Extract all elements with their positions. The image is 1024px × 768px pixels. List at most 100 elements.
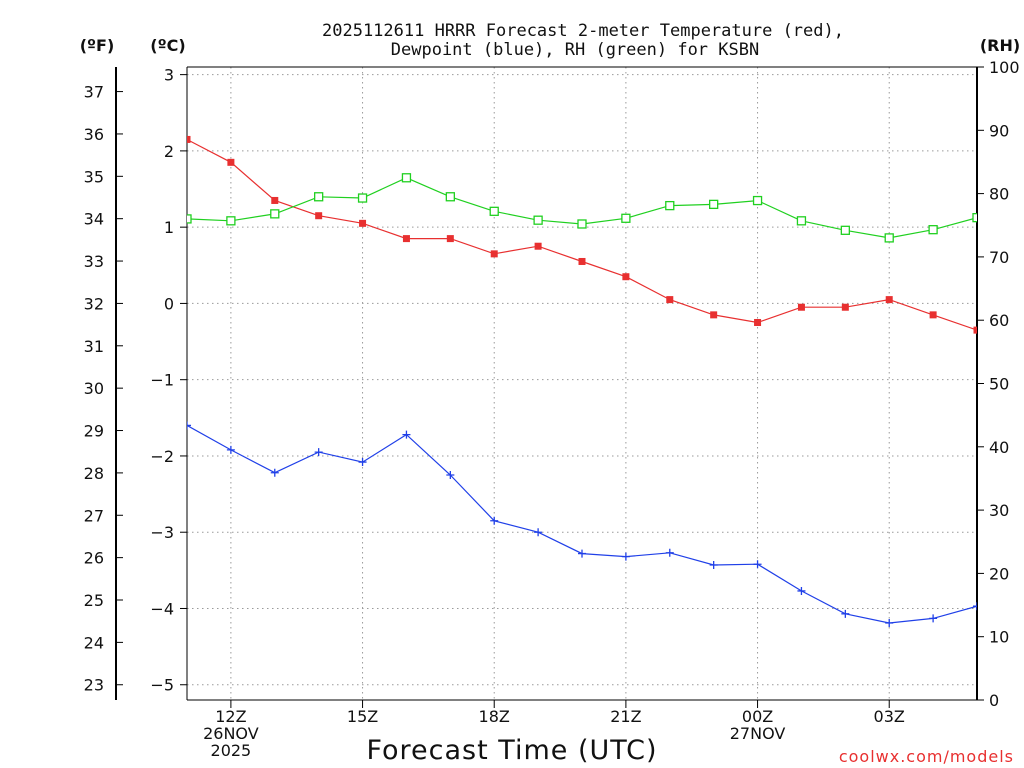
temperature-point [490,250,498,258]
temperature-point [797,303,805,311]
fahrenheit-tick-label: 32 [84,294,104,313]
dewpoint-point [797,586,806,595]
dewpoint-point [665,548,674,557]
x-tick-label: 18Z [479,707,510,726]
temperature-point [929,311,937,319]
rh-point [884,233,894,243]
rh-tick-label: 0 [989,691,999,710]
chart-title-line1: 2025112611 HRRR Forecast 2-meter Tempera… [322,21,844,41]
temperature-point [227,158,235,166]
rh-point [226,216,236,226]
celsius-tick-label: 3 [164,66,174,85]
temperature-point [187,135,191,143]
dewpoint-point [314,448,323,457]
temperature-point [578,257,586,265]
fahrenheit-tick-label: 25 [84,591,104,610]
celsius-tick-label: −5 [150,676,174,695]
rh-tick-label: 30 [989,501,1009,520]
fahrenheit-tick-label: 36 [84,125,104,144]
temperature-point [622,273,630,281]
x-tick-label: 21Z [610,707,641,726]
celsius-tick-label: 0 [164,294,174,313]
fahrenheit-tick-label: 29 [84,422,104,441]
rh-tick-label: 20 [989,564,1009,583]
axes-layer: 3736353433323130292827262524233210−1−2−3… [84,58,1020,760]
rh-point [665,200,675,211]
rh-tick-label: 90 [989,121,1009,140]
dewpoint-point [753,560,762,569]
rh-point [270,209,280,219]
dewpoint-point [402,430,411,439]
rh-point [840,225,850,235]
rh-point [972,213,977,223]
rh-point [187,214,192,224]
fahrenheit-tick-label: 24 [84,633,104,652]
x-tick-label: 03Z [874,707,905,726]
fahrenheit-tick-label: 27 [84,506,104,525]
rh-point [314,192,324,202]
temperature-point [885,296,893,304]
temperature-point [841,303,849,311]
rh-tick-label: 60 [989,311,1009,330]
chart-title-line2: Dewpoint (blue), RH (green) for KSBN [391,40,759,60]
temperature-point [534,242,542,250]
temperature-point [402,235,410,243]
dewpoint-point [885,618,894,627]
rh-point [796,216,807,226]
dewpoint-point [226,445,235,454]
rh-point [533,215,543,225]
temperature-point [754,318,762,326]
rh-point [445,192,455,202]
celsius-tick-label: −3 [150,523,174,542]
dewpoint-point [446,471,455,480]
dewpoint-point [358,458,367,467]
rh-tick-label: 100 [989,58,1020,77]
fahrenheit-axis-unit: (ºF) [80,36,115,55]
rh-tick-label: 70 [989,248,1009,267]
x-axis-title: Forecast Time (UTC) [366,735,657,766]
dewpoint-point [621,552,630,561]
temperature-point [359,219,367,227]
celsius-tick-label: −2 [150,447,174,466]
fahrenheit-tick-label: 37 [84,83,104,102]
rh-point [401,173,412,183]
rh-tick-label: 50 [989,375,1009,394]
rh-axis-unit: (RH) [980,36,1020,55]
temperature-point [271,196,279,204]
series-layer [187,135,977,627]
dewpoint-point [973,602,977,611]
temperature-point [666,296,674,304]
x-tick-label: 12Z [215,707,246,726]
fahrenheit-tick-label: 34 [84,210,104,229]
x-tick-label: 15Z [347,707,378,726]
rh-point [489,206,499,216]
dewpoint-point [709,561,718,570]
temperature-point [315,212,323,220]
x-tick-label: 2025 [211,741,252,760]
rh-point [928,225,938,235]
x-tick-label: 27NOV [730,724,786,743]
dewpoint-point [841,609,850,618]
source-watermark: coolwx.com/models [839,747,1014,766]
temperature-point [446,235,454,243]
dewpoint-point [187,421,191,430]
rh-tick-label: 80 [989,185,1009,204]
dewpoint-point [534,528,543,537]
x-tick-label: 00Z [742,707,773,726]
celsius-tick-label: 2 [164,142,174,161]
rh-tick-label: 40 [989,438,1009,457]
fahrenheit-tick-label: 23 [84,676,104,695]
x-tick-label: 26NOV [203,724,259,743]
rh-point [621,213,631,223]
rh-point [357,193,368,203]
dewpoint-point [929,614,938,623]
fahrenheit-tick-label: 33 [84,252,104,271]
temperature-point [710,311,718,319]
celsius-tick-label: 1 [164,218,174,237]
fahrenheit-tick-label: 35 [84,167,104,186]
celsius-axis-unit: (ºC) [150,36,185,55]
rh-point [709,199,719,210]
fahrenheit-tick-label: 30 [84,379,104,398]
